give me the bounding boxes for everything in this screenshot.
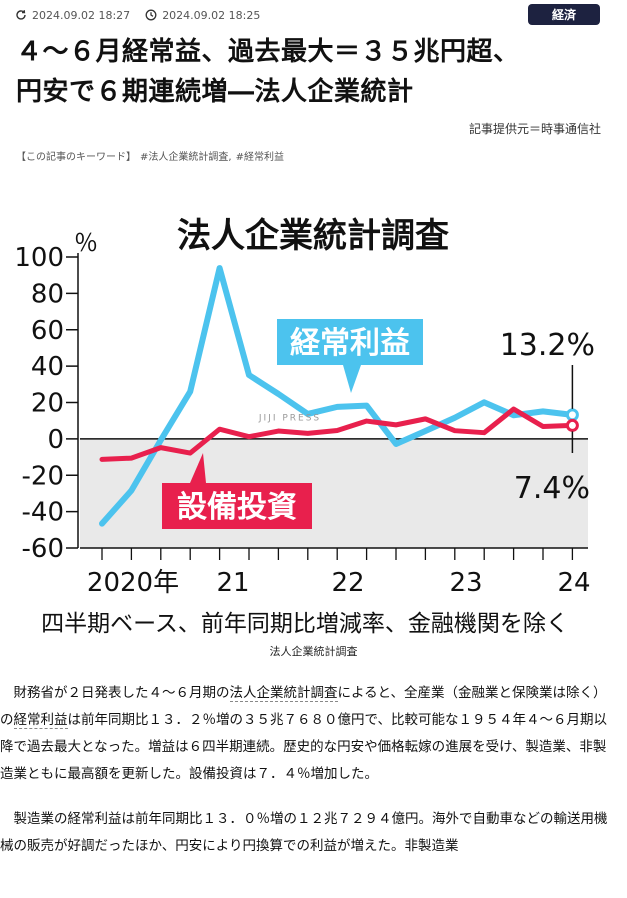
figure-caption: 法人企業統計調査: [269, 645, 358, 658]
unit-label: ％: [74, 229, 98, 257]
keyword-list: 【この記事のキーワード】 #法人企業統計調査, #経常利益: [16, 148, 288, 163]
y-tick-label: 100: [14, 243, 64, 273]
x-year-label: 21: [216, 568, 249, 598]
annotation-value: 7.4%: [514, 471, 590, 506]
negative-zone: [80, 438, 588, 548]
clock-icon: [144, 8, 158, 22]
keyword-inline-link[interactable]: 経常利益: [13, 712, 68, 729]
article-body: 財務省が２日発表した４～６月期の法人企業統計調査によると、全産業（金融業と保険業…: [0, 680, 627, 878]
series-line-capex: [99, 406, 575, 462]
keyword-link[interactable]: #経常利益: [235, 152, 284, 163]
series-name-label: 設備投資: [177, 490, 297, 525]
article-source: 記事提供元＝時事通信社: [468, 122, 601, 136]
line-chart: 法人企業統計調査 ％ 100 80 60 40 20 0 -20 -40 -60 2020年 21 22 2…: [14, 216, 595, 637]
series-end-marker: [565, 418, 579, 432]
y-tick-label: 60: [31, 316, 64, 346]
article-meta: 2024.09.02 18:27 2024.09.02 18:25: [14, 6, 274, 24]
x-year-label: 23: [449, 568, 482, 598]
capex-label-pointer: [190, 453, 206, 483]
title-line-1: ４～６月経常益、過去最大＝３５兆円超、: [16, 37, 520, 67]
profit-label-pointer: [343, 365, 361, 393]
y-tick-label: -40: [22, 498, 64, 528]
category-badge[interactable]: 経済: [528, 4, 600, 25]
y-tick-label: 0: [47, 425, 64, 455]
keywords-label: 【この記事のキーワード】: [16, 152, 136, 163]
chart-title: 法人企業統計調査: [177, 216, 449, 256]
paragraph: 財務省が２日発表した４～６月期の法人企業統計調査によると、全産業（金融業と保険業…: [0, 680, 627, 788]
series-end-marker: [565, 408, 579, 422]
paragraph-text: によると、全産業（金融業と保険業は除く）の: [0, 685, 607, 728]
paragraph-text: 財務省が２日発表した４～６月期の: [13, 685, 230, 701]
capex-label-box: [162, 483, 312, 529]
x-year-label: 24: [557, 568, 590, 598]
chart-figure: 法人企業統計調査 ％ 100 80 60 40 20 0 -20 -40 -60 2020年 21 22 2…: [0, 195, 627, 655]
x-year-label: 2020年: [87, 568, 179, 598]
annotation-value: 13.2%: [500, 328, 595, 363]
title-line-2: 円安で６期連続増―法人企業統計: [16, 77, 414, 107]
refresh-icon: [14, 8, 28, 22]
chart-subtitle: 四半期ベース、前年同期比増減率、金融機関を除く: [41, 611, 569, 637]
updated-time: 2024.09.02 18:25: [162, 8, 261, 22]
keyword-link[interactable]: #法人企業統計調査,: [140, 152, 232, 163]
x-year-label: 22: [331, 568, 364, 598]
article-title: ４～６月経常益、過去最大＝３５兆円超、 円安で６期連続増―法人企業統計: [16, 32, 616, 112]
profit-label-box: [277, 319, 423, 365]
published-time: 2024.09.02 18:27: [32, 8, 131, 22]
paragraph-text: は前年同期比１３．２％増の３５兆７６８０億円で、比較可能な１９５４年４～６月期以…: [0, 712, 607, 782]
paragraph: 製造業の経常利益は前年同期比１３．０％増の１２兆７２９４億円。海外で自動車などの…: [0, 811, 608, 854]
series-line-profit: [99, 265, 576, 527]
series-name-label: 経常利益: [290, 326, 410, 361]
y-tick-label: 80: [31, 279, 64, 309]
y-tick-label: -60: [22, 534, 64, 564]
y-tick-label: -20: [22, 461, 64, 491]
y-tick-label: 40: [31, 352, 64, 382]
keyword-inline-link[interactable]: 法人企業統計調査: [229, 685, 338, 702]
watermark: JIJI PRESS: [258, 414, 321, 424]
y-tick-label: 20: [31, 389, 64, 419]
